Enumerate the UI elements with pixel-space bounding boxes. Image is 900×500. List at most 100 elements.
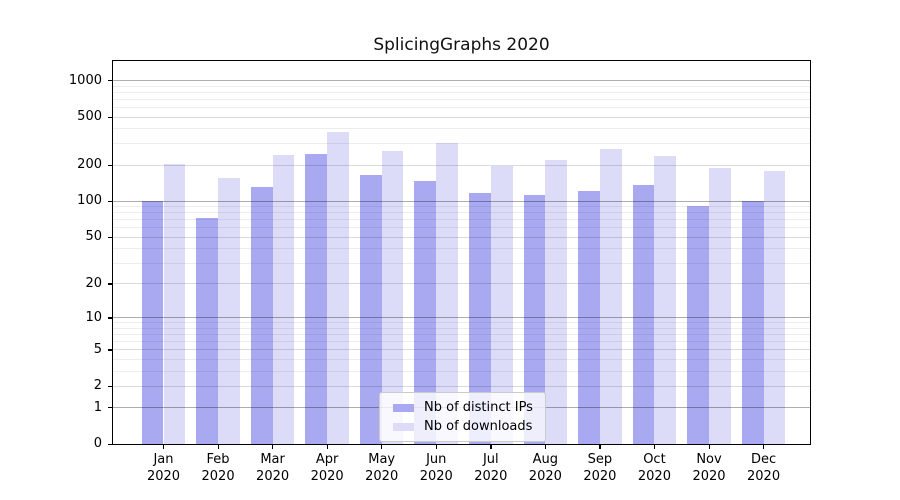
bar-distinct-ips-may <box>359 174 382 444</box>
x-tick-label-apr: Apr 2020 <box>299 451 355 485</box>
bar-downloads-mar <box>272 155 295 444</box>
bar-downloads-feb <box>218 177 240 444</box>
bar-distinct-ips-mar <box>250 186 273 444</box>
legend-swatch-distinct-ips <box>393 403 414 412</box>
bar-downloads-sep <box>599 149 622 444</box>
x-tick-label-year-jul: 2020 <box>474 469 508 484</box>
x-tick-mark-feb <box>217 444 219 449</box>
x-tick-mark-jul <box>490 444 492 449</box>
x-tick-label-may: May 2020 <box>354 451 410 485</box>
x-tick-label-month-sep: Sep <box>587 452 613 467</box>
bar-downloads-jul <box>490 165 513 444</box>
x-tick-label-oct: Oct 2020 <box>626 451 682 485</box>
x-tick-label-month-feb: Feb <box>206 452 230 467</box>
bar-downloads-nov <box>709 168 731 444</box>
x-tick-label-month-jan: Jan <box>153 452 174 467</box>
x-tick-label-dec: Dec 2020 <box>736 451 792 485</box>
x-tick-label-year-sep: 2020 <box>583 469 617 484</box>
x-tick-mark-may <box>381 444 383 449</box>
x-tick-label-month-jul: Jul <box>482 452 499 467</box>
y-tick-label-5: 5 <box>93 341 102 357</box>
bar-distinct-ips-nov <box>687 205 709 444</box>
x-tick-label-year-dec: 2020 <box>747 469 781 484</box>
x-tick-mark-oct <box>653 444 656 449</box>
x-tick-label-nov: Nov 2020 <box>681 451 737 485</box>
y-tick-mark-10 <box>108 317 113 319</box>
x-tick-mark-aug <box>544 444 547 449</box>
y-tick-label-2: 2 <box>93 378 102 394</box>
x-tick-mark-sep <box>599 444 601 449</box>
legend-swatch-downloads <box>393 422 414 431</box>
bar-distinct-ips-feb <box>196 218 219 444</box>
x-tick-label-month-dec: Dec <box>750 452 777 467</box>
bar-downloads-dec <box>763 171 786 444</box>
x-tick-label-month-may: May <box>368 452 396 467</box>
bar-distinct-ips-sep <box>578 190 600 444</box>
y-tick-label-500: 500 <box>77 109 102 124</box>
bar-distinct-ips-jul <box>469 193 491 444</box>
x-tick-label-month-jun: Jun <box>426 452 447 467</box>
legend-item-downloads: Nb of downloads <box>393 417 533 436</box>
legend-label-downloads: Nb of downloads <box>424 419 533 434</box>
x-tick-label-jun: Jun 2020 <box>408 451 464 485</box>
x-tick-label-month-mar: Mar <box>260 452 285 467</box>
x-tick-label-year-jan: 2020 <box>146 469 181 484</box>
bars-layer <box>113 61 810 444</box>
bar-downloads-may <box>381 150 404 444</box>
legend: Nb of distinct IPs Nb of downloads <box>379 392 546 442</box>
y-tick-label-100: 100 <box>77 193 102 209</box>
x-tick-label-month-apr: Apr <box>315 452 339 467</box>
y-tick-mark-20 <box>108 283 113 285</box>
x-tick-label-year-apr: 2020 <box>310 469 344 484</box>
chart-title: SplicingGraphs 2020 <box>373 35 550 55</box>
y-tick-mark-50 <box>108 236 113 238</box>
bar-distinct-ips-apr <box>305 153 328 444</box>
x-tick-mark-dec <box>763 444 765 449</box>
x-tick-label-year-mar: 2020 <box>256 469 290 484</box>
y-tick-mark-5 <box>108 349 113 351</box>
plot-area <box>112 60 811 445</box>
legend-item-distinct-ips: Nb of distinct IPs <box>393 398 533 417</box>
x-tick-label-year-nov: 2020 <box>692 469 726 484</box>
x-tick-label-year-feb: 2020 <box>201 469 235 484</box>
y-tick-label-200: 200 <box>77 157 102 173</box>
x-tick-label-jan: Jan 2020 <box>136 451 192 485</box>
x-tick-mark-jun <box>435 444 438 449</box>
x-tick-label-aug: Aug 2020 <box>517 451 573 485</box>
x-tick-label-year-jun: 2020 <box>419 469 453 484</box>
bar-downloads-jan <box>163 164 186 444</box>
bar-distinct-ips-jun <box>414 180 437 444</box>
bar-downloads-apr <box>327 132 349 444</box>
bar-distinct-ips-jan <box>141 201 164 444</box>
x-tick-mark-mar <box>272 444 274 449</box>
y-tick-label-20: 20 <box>85 275 102 291</box>
x-tick-mark-jan <box>163 444 165 449</box>
bar-distinct-ips-aug <box>523 194 546 444</box>
x-tick-label-year-oct: 2020 <box>637 469 671 484</box>
bar-distinct-ips-dec <box>741 200 764 444</box>
y-tick-mark-200 <box>108 164 113 166</box>
x-tick-label-month-oct: Oct <box>643 452 666 467</box>
x-tick-label-sep: Sep 2020 <box>572 451 628 485</box>
x-tick-label-month-nov: Nov <box>696 452 722 467</box>
x-tick-label-year-may: 2020 <box>365 469 399 484</box>
y-tick-mark-100 <box>108 200 113 203</box>
bar-downloads-oct <box>654 156 677 444</box>
x-tick-label-jul: Jul 2020 <box>463 451 519 485</box>
legend-label-distinct-ips: Nb of distinct IPs <box>424 400 533 415</box>
y-tick-mark-500 <box>108 116 113 118</box>
y-tick-mark-2 <box>108 385 113 387</box>
x-tick-label-year-aug: 2020 <box>528 469 562 484</box>
y-tick-mark-1000 <box>108 80 113 82</box>
bar-downloads-aug <box>545 159 568 444</box>
y-tick-label-1000: 1000 <box>68 72 102 88</box>
y-tick-label-1: 1 <box>93 399 102 415</box>
x-tick-label-mar: Mar 2020 <box>245 451 301 485</box>
y-tick-label-0: 0 <box>93 436 102 451</box>
x-tick-label-month-aug: Aug <box>532 452 559 467</box>
x-tick-label-feb: Feb 2020 <box>190 451 246 485</box>
y-tick-mark-1 <box>108 407 113 409</box>
y-tick-label-50: 50 <box>85 229 102 245</box>
y-tick-label-10: 10 <box>85 309 102 325</box>
